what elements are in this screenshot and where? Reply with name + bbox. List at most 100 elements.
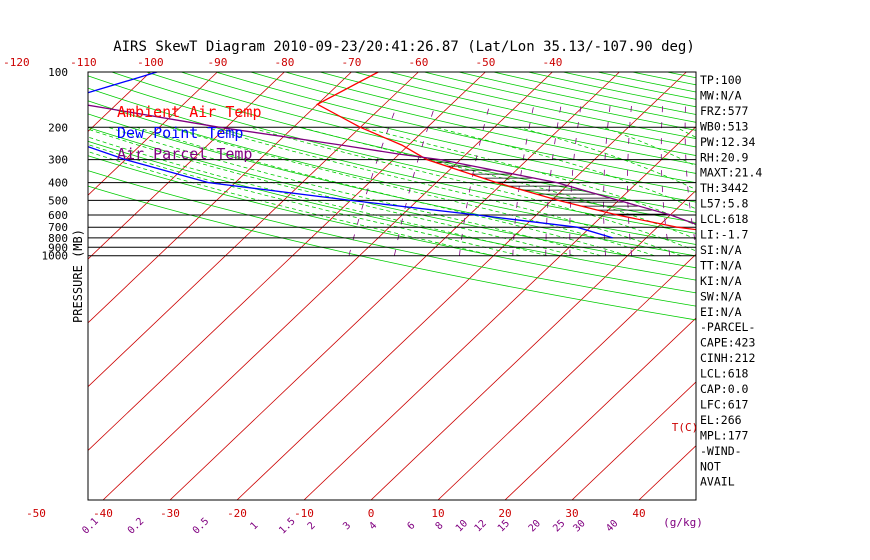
bottom-temp-axis: -50 -40 -30 -20 -10 0 10 20 30 40: [26, 507, 646, 520]
bottom-temp-tick-label: 30: [565, 507, 578, 520]
isotherm-line: [303, 126, 696, 500]
mixing-ratio-line: [762, 104, 793, 255]
pressure-tick-label: 700: [48, 221, 68, 234]
legend-entry: Air Parcel Temp: [117, 145, 252, 163]
stat-line: MW:N/A: [700, 88, 742, 102]
legend-entry: Ambient Air Temp: [117, 103, 262, 121]
isotherm-line: [236, 72, 687, 500]
mixing-ratio-tick-label: 10: [454, 518, 470, 534]
stat-line: FRZ:577: [700, 104, 749, 118]
legend-entry: Dew Point Temp: [117, 124, 243, 142]
mixing-ratio-tick-label: 30: [571, 518, 587, 534]
stat-line: CAPE:423: [700, 336, 755, 350]
stat-line: SW:N/A: [700, 289, 742, 303]
bottom-temp-tick-label: -50: [26, 507, 46, 520]
mixing-ratio-tick-label: 0.2: [126, 516, 147, 537]
moist-adiabat: [136, 126, 628, 257]
dry-adiabat: [88, 100, 696, 245]
stat-line: LCL:618: [700, 212, 749, 226]
mixing-ratio-tick-label: 20: [527, 518, 543, 534]
top-temp-tick-label: -110: [70, 56, 97, 69]
isotherm-line: [88, 72, 486, 452]
isotherm-line: [571, 381, 696, 500]
isotherm-line: [437, 253, 696, 500]
top-temp-tick-label: -70: [341, 56, 361, 69]
isotherm-line: [773, 72, 870, 500]
bottom-temp-tick-label: -10: [294, 507, 314, 520]
stat-line: EI:N/A: [700, 305, 742, 319]
mixing-ratio-line: [684, 104, 696, 249]
stat-line: -WIND-: [700, 444, 742, 458]
pressure-tick-label: 400: [48, 177, 68, 190]
mixing-ratio-line: [782, 104, 818, 255]
stat-line: TT:N/A: [700, 258, 742, 272]
top-temp-tick-label: -80: [274, 56, 294, 69]
dry-adiabat: [88, 155, 696, 294]
moist-adiabat: [88, 144, 521, 257]
pressure-tick-label: 1000: [42, 250, 69, 263]
pressure-tick-label: 800: [48, 232, 68, 245]
isotherm-line: [88, 72, 419, 388]
mixing-ratio-line: [824, 104, 870, 255]
mixing-ratio-tick-label: 25: [551, 518, 567, 534]
stat-line: SI:N/A: [700, 243, 742, 257]
dry-adiabat: [88, 185, 696, 321]
stat-line: NOT: [700, 459, 721, 473]
y-axis-label: PRESSURE (MB): [71, 229, 85, 323]
cape-hatch: [424, 157, 668, 215]
stat-line: MAXT:21.4: [700, 166, 762, 180]
isotherm-line: [504, 317, 696, 500]
mixing-ratio-line: [569, 104, 582, 256]
isotherm-line: [370, 189, 696, 500]
dry-adiabat: [146, 72, 696, 203]
moist-adiabat: [736, 127, 870, 255]
stat-line: EL:266: [700, 413, 742, 427]
profile-series: [88, 72, 696, 239]
top-temp-tick-label: -90: [207, 56, 227, 69]
series-line: [316, 72, 696, 231]
moist-adiabat: [785, 127, 870, 255]
bottom-temp-tick-label: -30: [160, 507, 180, 520]
isotherm-line: [169, 72, 620, 500]
dry-adiabat: [88, 140, 696, 281]
bottom-temp-tick-label: 40: [632, 507, 645, 520]
mixing-ratio-line: [798, 104, 838, 255]
mixing-ratio-tick-label: 40: [604, 518, 620, 534]
series-line: [88, 104, 696, 225]
dry-adiabat: [88, 87, 696, 234]
top-temp-tick-label: -120: [3, 56, 30, 69]
legend: Ambient Air Temp Dew Point Temp Air Parcel…: [117, 103, 262, 163]
stat-line: LFC:617: [700, 397, 749, 411]
stat-line: WB0:513: [700, 119, 749, 133]
stat-line: CAP:0.0: [700, 382, 749, 396]
mixing-ratio-tick-label: 12: [473, 518, 489, 534]
dry-adiabat: [666, 72, 696, 79]
mixing-ratio-tick-label: 4: [367, 520, 379, 532]
mixing-ratio-tick-label: 15: [496, 518, 512, 534]
dry-adiabat: [180, 72, 696, 193]
mixing-ratio-tick-label: 8: [434, 520, 446, 532]
stat-line: PW:12.34: [700, 135, 755, 149]
pressure-lines: [88, 126, 696, 257]
moist-adiabat: [88, 151, 494, 257]
top-temp-axis: -120 -110 -100 -90 -80 -70 -60 -50 -40: [3, 56, 562, 69]
mixing-ratio-line: [459, 104, 491, 256]
stat-line: MPL:177: [700, 428, 749, 442]
dry-adiabat: [250, 72, 696, 174]
mixing-ratio-line: [545, 104, 562, 256]
dry-adiabat: [88, 170, 696, 307]
moist-adiabat: [107, 126, 601, 257]
moist-adiabat: [827, 127, 870, 255]
stat-line: LCL:618: [700, 367, 749, 381]
top-temp-tick-label: -40: [542, 56, 562, 69]
bottom-temp-tick-label: 0: [368, 507, 375, 520]
isotherm-line: [0, 72, 16, 500]
moist-adiabat: [249, 126, 696, 252]
pressure-tick-label: 300: [48, 154, 68, 167]
isotherm-line: [88, 72, 352, 324]
bottom-temp-tick-label: -20: [227, 507, 247, 520]
stat-line: TP:100: [700, 73, 742, 87]
dry-adiabat: [88, 75, 696, 224]
pressure-tick-label: 500: [48, 194, 68, 207]
mixing-ratio-tick-label: 0.5: [191, 516, 212, 537]
